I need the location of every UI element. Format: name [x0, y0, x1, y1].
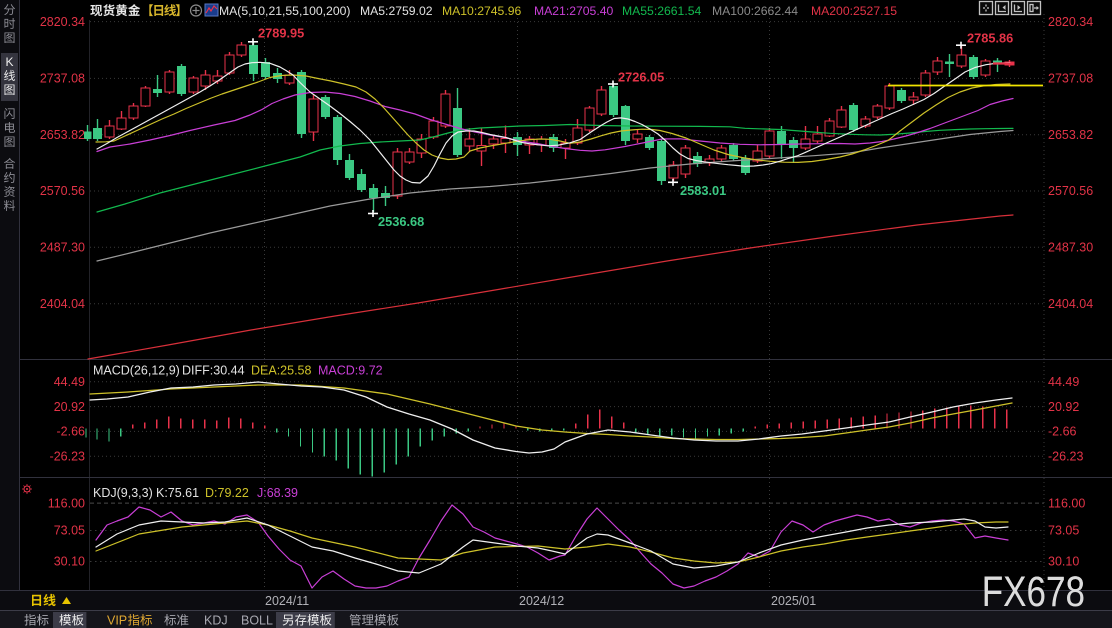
svg-text:2024/12: 2024/12 [519, 594, 564, 608]
svg-text:-26.23: -26.23 [1048, 449, 1083, 463]
svg-text:2737.08: 2737.08 [40, 72, 85, 86]
svg-text:MA55:2661.54: MA55:2661.54 [622, 4, 702, 18]
svg-text:2404.04: 2404.04 [1048, 297, 1093, 311]
svg-text:MA100:2662.44: MA100:2662.44 [712, 4, 798, 18]
svg-text:2024/11: 2024/11 [265, 594, 309, 608]
svg-text:MA(5,10,21,55,100,200): MA(5,10,21,55,100,200) [219, 4, 350, 18]
svg-text:FX678: FX678 [982, 569, 1085, 616]
svg-text:20.92: 20.92 [54, 400, 85, 414]
svg-text:2820.34: 2820.34 [1048, 15, 1093, 29]
svg-text:BOLL: BOLL [241, 614, 273, 628]
svg-text:K:75.61: K:75.61 [156, 486, 199, 500]
svg-text:2536.68: 2536.68 [378, 214, 424, 229]
svg-text:2487.30: 2487.30 [40, 241, 85, 255]
svg-text:44.49: 44.49 [54, 375, 85, 389]
svg-text:DEA:25.58: DEA:25.58 [251, 364, 312, 378]
svg-text:73.05: 73.05 [54, 524, 85, 538]
svg-text:MA5:2759.02: MA5:2759.02 [360, 4, 433, 18]
svg-text:2820.34: 2820.34 [40, 15, 85, 29]
svg-text:VIP: VIP [107, 614, 127, 628]
svg-text:D:79.22: D:79.22 [205, 486, 249, 500]
svg-text:2570.56: 2570.56 [40, 184, 85, 198]
svg-text:2570.56: 2570.56 [1048, 184, 1093, 198]
svg-text:2025/01: 2025/01 [771, 594, 816, 608]
svg-text:MA200:2527.15: MA200:2527.15 [811, 4, 897, 18]
svg-text:2737.08: 2737.08 [1048, 72, 1093, 86]
svg-text:MACD:9.72: MACD:9.72 [318, 364, 383, 378]
svg-text:2653.82: 2653.82 [1048, 128, 1093, 142]
svg-text:MACD(26,12,9): MACD(26,12,9) [93, 364, 180, 378]
svg-text:2726.05: 2726.05 [618, 70, 664, 85]
svg-text:DIFF:30.44: DIFF:30.44 [182, 364, 245, 378]
svg-text:K: K [5, 55, 13, 69]
svg-text:30.10: 30.10 [54, 555, 85, 569]
svg-text:KDJ: KDJ [204, 614, 228, 628]
svg-text:MA10:2745.96: MA10:2745.96 [442, 4, 522, 18]
svg-text:44.49: 44.49 [1048, 375, 1079, 389]
svg-text:30.10: 30.10 [1048, 555, 1079, 569]
svg-text:2785.86: 2785.86 [967, 31, 1013, 46]
svg-text:73.05: 73.05 [1048, 524, 1079, 538]
svg-text:-2.66: -2.66 [1048, 425, 1077, 439]
svg-text:KDJ(9,3,3): KDJ(9,3,3) [93, 486, 153, 500]
svg-text:2583.01: 2583.01 [680, 183, 726, 198]
svg-text:2487.30: 2487.30 [1048, 241, 1093, 255]
svg-text:2653.82: 2653.82 [40, 128, 85, 142]
svg-text:116.00: 116.00 [48, 496, 85, 510]
svg-text:MA21:2705.40: MA21:2705.40 [534, 4, 614, 18]
svg-text:J:68.39: J:68.39 [257, 486, 298, 500]
svg-text:2404.04: 2404.04 [40, 297, 85, 311]
svg-text:2789.95: 2789.95 [258, 26, 304, 41]
svg-text:116.00: 116.00 [1048, 496, 1085, 510]
svg-text:-2.66: -2.66 [57, 425, 86, 439]
svg-text:20.92: 20.92 [1048, 400, 1079, 414]
svg-text:-26.23: -26.23 [50, 449, 85, 463]
